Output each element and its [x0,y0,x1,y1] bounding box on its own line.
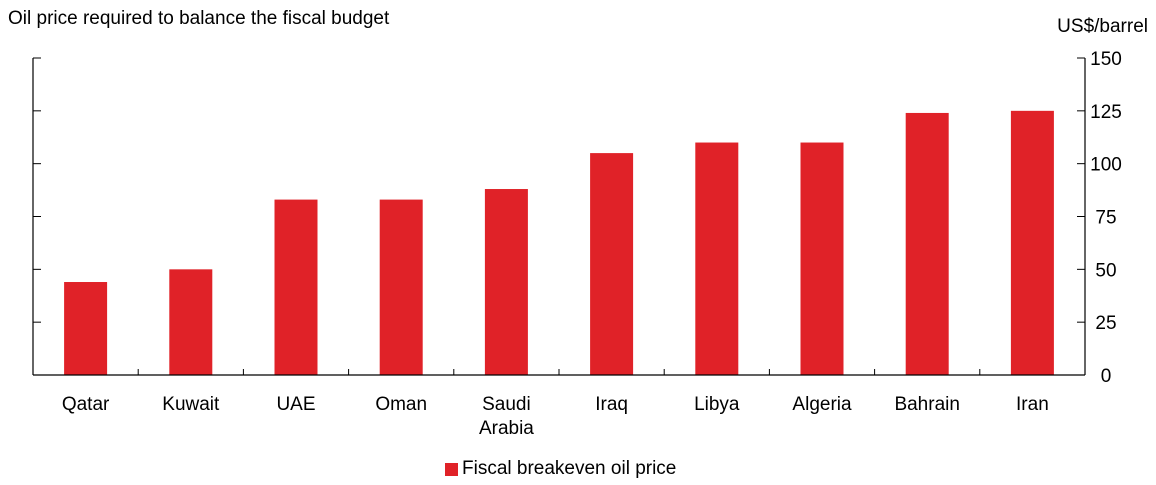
y-tick-label: 125 [1090,102,1122,123]
legend-swatch [445,462,458,476]
x-category-label: Libya [694,394,740,415]
x-category-label: Arabia [479,418,534,439]
bar-algeria [800,142,844,375]
x-category-label: Kuwait [162,394,220,415]
bar-iraq [590,153,634,375]
y-tick-label: 0 [1101,366,1112,387]
bars-group [64,110,1054,376]
bar-uae [274,199,318,375]
axes-group [32,57,1086,376]
y-tick-label: 50 [1095,260,1116,281]
x-category-label: Oman [375,394,427,415]
x-tick-labels: Qatar Kuwait UAE Oman Saudi Arabia Iraq Libya Al… [62,394,1049,439]
chart-title: Oil price required to balance the fiscal… [8,8,390,29]
legend: Fiscal breakeven oil price [445,458,676,480]
x-category-label: Bahrain [894,394,960,415]
bar-bahrain [905,112,949,376]
x-category-label: Qatar [62,394,110,415]
bar-kuwait [169,269,213,375]
bar-libya [695,142,739,375]
y-tick-label: 100 [1090,155,1122,176]
bar-saudi-arabia [484,189,528,375]
y-tick-labels: 0 25 50 75 100 125 150 [1090,49,1122,387]
y-tick-label: 150 [1090,49,1122,70]
y-axis-unit-label: US$/barrel [1057,16,1148,37]
x-category-label: Algeria [792,394,852,415]
x-category-label: Saudi [482,394,531,415]
y-tick-label: 25 [1095,313,1116,334]
x-category-label: Iran [1016,394,1049,415]
bar-qatar [64,282,108,375]
x-category-label: Iraq [595,394,628,415]
y-tick-label: 75 [1095,208,1116,229]
legend-label: Fiscal breakeven oil price [462,458,677,479]
x-category-label: UAE [276,394,315,415]
bar-iran [1010,110,1054,375]
bar-oman [379,199,423,375]
